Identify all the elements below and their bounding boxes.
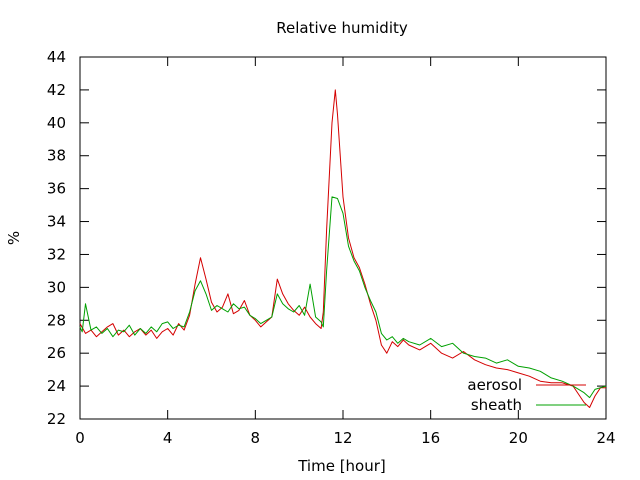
legend: aerosol sheath (467, 376, 586, 414)
x-axis: 0 4 8 12 16 20 24 (75, 57, 616, 447)
y-tick-label: 22 (47, 410, 66, 428)
series-lines (79, 89, 607, 408)
y-tick-label: 26 (47, 344, 66, 362)
series-line-sheath (79, 196, 607, 399)
plot-frame (79, 56, 607, 420)
x-tick-label: 12 (333, 429, 352, 447)
x-tick-label: 0 (75, 429, 85, 447)
y-tick-label: 36 (47, 180, 66, 198)
y-tick-label: 24 (47, 377, 66, 395)
y-tick-label: 42 (47, 81, 66, 99)
y-tick-label: 32 (47, 245, 66, 263)
x-tick-label: 8 (251, 429, 261, 447)
x-tick-label: 24 (596, 429, 615, 447)
x-tick-label: 20 (509, 429, 528, 447)
y-tick-label: 34 (47, 213, 66, 231)
y-tick-label: 30 (47, 278, 66, 296)
y-axis: 22 24 26 28 30 32 34 36 38 40 42 44 (47, 48, 606, 428)
legend-label-aerosol: aerosol (467, 376, 522, 394)
x-tick-label: 4 (163, 429, 173, 447)
series-line-aerosol (79, 89, 606, 408)
x-tick-label: 16 (421, 429, 440, 447)
legend-label-sheath: sheath (471, 396, 522, 414)
y-axis-label: % (5, 231, 23, 245)
y-tick-label: 44 (47, 48, 66, 66)
y-tick-label: 28 (47, 311, 66, 329)
y-tick-label: 38 (47, 147, 66, 165)
x-axis-label: Time [hour] (297, 457, 386, 475)
y-tick-label: 40 (47, 114, 66, 132)
chart-title: Relative humidity (276, 19, 408, 37)
